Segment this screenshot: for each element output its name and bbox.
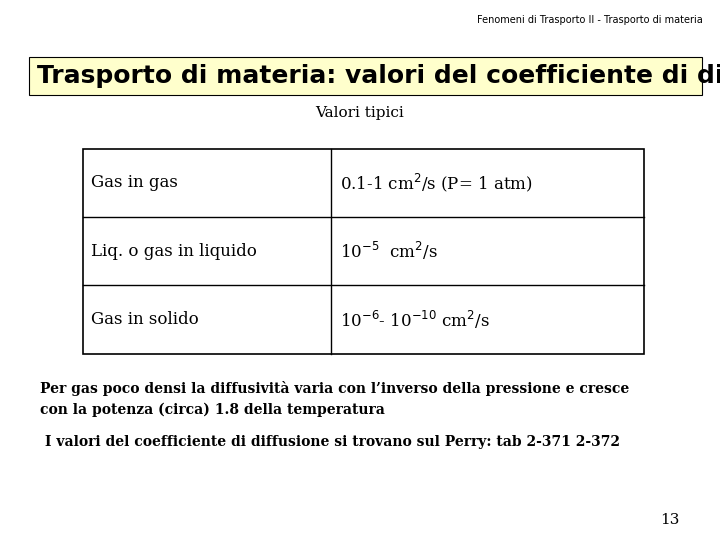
Text: 10$^{-5}$  cm$^2$/s: 10$^{-5}$ cm$^2$/s bbox=[340, 240, 438, 262]
Text: Liq. o gas in liquido: Liq. o gas in liquido bbox=[91, 242, 257, 260]
Bar bbox=[83, 148, 644, 354]
Text: 10$^{-6}$- 10$^{-10}$ cm$^2$/s: 10$^{-6}$- 10$^{-10}$ cm$^2$/s bbox=[340, 308, 490, 330]
Text: Gas in gas: Gas in gas bbox=[91, 174, 179, 191]
Bar bbox=[29, 57, 702, 94]
Text: Valori tipici: Valori tipici bbox=[315, 106, 405, 120]
Text: I valori del coefficiente di diffusione si trovano sul Perry: tab 2-371 2-372: I valori del coefficiente di diffusione … bbox=[40, 435, 620, 449]
Text: 13: 13 bbox=[660, 512, 679, 526]
Text: 0.1-1 cm$^2$/s (P= 1 atm): 0.1-1 cm$^2$/s (P= 1 atm) bbox=[340, 172, 533, 194]
Text: Per gas poco densi la diffusività varia con l’inverso della pressione e cresce: Per gas poco densi la diffusività varia … bbox=[40, 381, 629, 396]
Text: Trasporto di materia: valori del coefficiente di diffusione: Trasporto di materia: valori del coeffic… bbox=[37, 64, 720, 87]
Text: Gas in solido: Gas in solido bbox=[91, 311, 199, 328]
Text: Fenomeni di Trasporto II - Trasporto di materia: Fenomeni di Trasporto II - Trasporto di … bbox=[477, 15, 703, 25]
Text: con la potenza (circa) 1.8 della temperatura: con la potenza (circa) 1.8 della tempera… bbox=[40, 402, 384, 417]
